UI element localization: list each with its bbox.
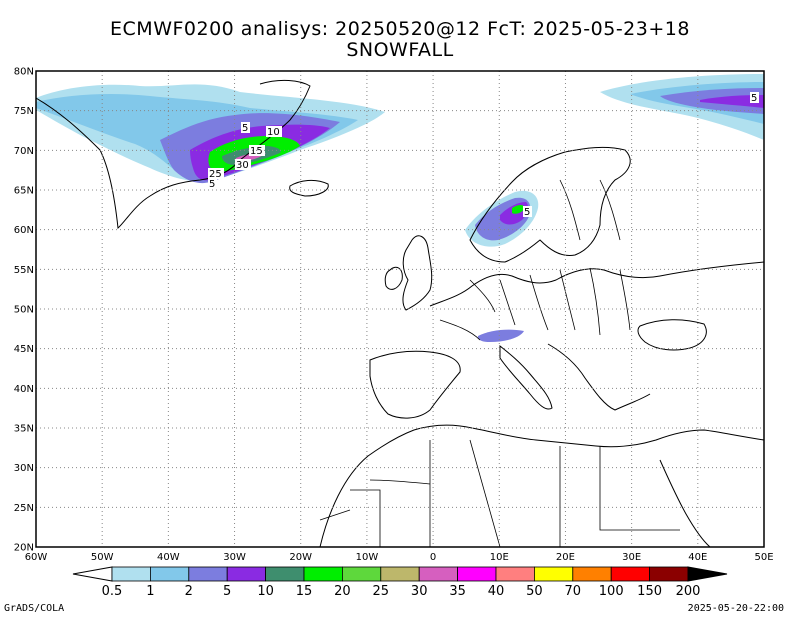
latitude-label: 50N [14,305,34,316]
footer-timestamp: 2025-05-20-22:00 [687,603,784,614]
latitude-label: 60N [14,225,34,236]
contour-label: 5 [209,179,215,190]
colorbar-swatch [572,566,612,582]
colorbar-label: 5 [223,584,231,599]
colorbar-swatch [303,566,343,582]
colorbar-swatch [495,566,535,582]
colorbar-swatch [457,566,497,582]
colorbar-swatch [534,566,574,582]
latitude-label: 80N [14,67,34,78]
iceland-coast [289,179,329,197]
latitude-label: 45N [14,344,34,355]
colorbar-arrow-high [687,566,728,582]
contour-label: 10 [267,127,280,138]
colorbar-label: 35 [449,584,466,599]
footer-credit: GrADS/COLA [4,603,65,614]
longitude-label: 0 [430,552,436,563]
longitude-label: 20W [289,552,312,563]
longitude-label: 10W [356,552,379,563]
colorbar-swatch [265,566,305,582]
latitude-label: 30N [14,463,34,474]
greenland-coast [36,79,311,229]
longitude-label: 50W [91,552,114,563]
country-borders [319,179,680,547]
map-title: ECMWF0200 analisys: 20250520@12 FcT: 202… [110,18,690,40]
colorbar-label: 40 [488,584,505,599]
colorbar-label: 0.5 [102,584,123,599]
iberia-coast [369,350,461,419]
colorbar [72,566,728,582]
colorbar-label: 200 [676,584,701,599]
contour-label: 15 [250,146,263,157]
contour-label: 30 [236,160,249,171]
colorbar-swatch [226,566,266,582]
scandinavia-coast [469,146,631,263]
contour-label: 25 [209,169,222,180]
red-sea-coast [659,459,711,547]
latitude-label: 65N [14,186,34,197]
colorbar-labels: 0.5 1 2 5 10 15 20 25 30 35 40 50 70 100 150 200 [102,584,701,599]
coastlines [36,79,764,547]
latitude-label: 40N [14,384,34,395]
latitude-label: 75N [14,106,34,117]
snow-area-arctic-violet [700,95,764,108]
colorbar-swatch [341,566,382,582]
colorbar-label: 70 [565,584,582,599]
latitude-label: 20N [14,543,34,554]
colorbar-label: 50 [526,584,543,599]
latitude-label: 25N [14,503,34,514]
colorbar-swatch [149,566,190,582]
longitude-label: 40W [157,552,180,563]
contour-label: 5 [242,123,248,134]
colorbar-arrow-low [72,566,113,582]
colorbar-label: 25 [373,584,390,599]
longitude-labels: 60W 50W 40W 30W 20W 10W 0 10E 20E 30E 40E 50E [25,552,774,563]
longitude-label: 30E [622,552,641,563]
map-frame [35,70,765,548]
colorbar-label: 100 [599,584,624,599]
italy-coast [499,344,553,410]
longitude-label: 30W [223,552,246,563]
latitude-label: 35N [14,424,34,435]
longitude-label: 50E [754,552,773,563]
colorbar-label: 10 [257,584,274,599]
colorbar-label: 30 [411,584,428,599]
latitude-labels: 80N 75N 70N 65N 60N 55N 50N 45N 40N 35N 30N 25N 20N [14,67,34,554]
british-isles-coast [384,235,433,311]
graticule [36,71,764,547]
longitude-label: 40E [688,552,707,563]
map-subtitle: SNOWFALL [346,39,454,61]
black-sea-coast [637,319,707,351]
north-africa-coast [319,424,764,547]
colorbar-label: 1 [146,584,154,599]
latitude-label: 55N [14,265,34,276]
colorbar-label: 2 [185,584,193,599]
snow-area-alps [477,329,524,342]
latitude-label: 70N [14,146,34,157]
longitude-label: 20E [556,552,575,563]
snow-area-scandinavia-green [512,205,525,214]
map-field: 5 10 15 30 25 5 5 5 [36,71,764,547]
contour-label: 5 [524,207,530,218]
colorbar-swatch [188,566,228,582]
colorbar-swatch [111,566,151,582]
colorbar-swatch [610,566,651,582]
colorbar-swatch [418,566,459,582]
colorbar-label: 20 [334,584,351,599]
longitude-label: 60W [25,552,48,563]
europe-coast [429,261,764,307]
colorbar-swatch [380,566,420,582]
colorbar-swatch [649,566,689,582]
longitude-label: 10E [490,552,509,563]
colorbar-label: 150 [637,584,662,599]
contour-label: 5 [751,93,757,104]
colorbar-label: 15 [296,584,313,599]
balkans-coast [547,343,651,411]
